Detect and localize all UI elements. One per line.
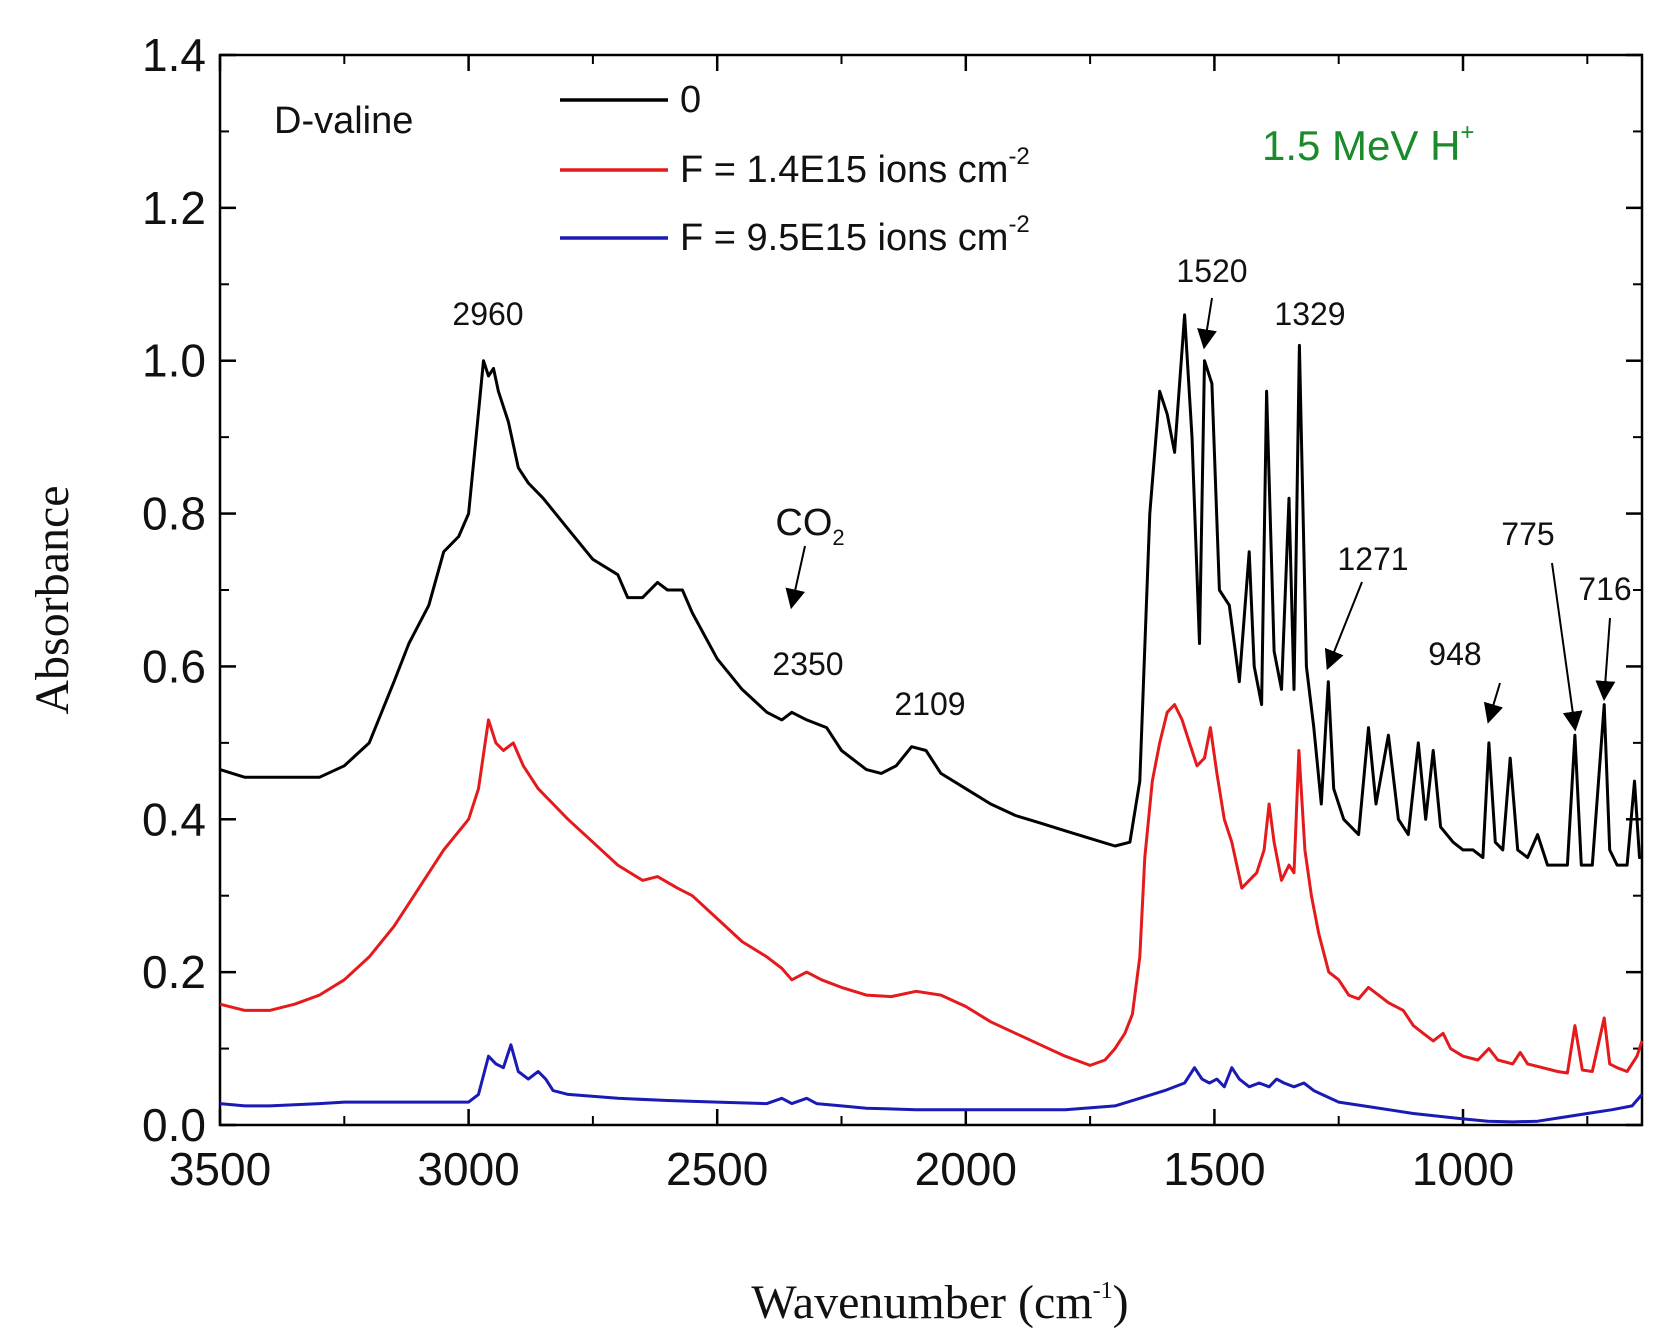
x-tick-label: 3500 [169, 1143, 271, 1195]
y-axis-title: Absorbance [26, 485, 79, 714]
axes-layer: 0.0 0.2 0.4 0.6 0.8 1.0 1.2 1.4 3500 3000 2500 2000… [142, 29, 1644, 1195]
annotation-label-6: 1271 [1337, 541, 1408, 577]
annotation-label-5: 2109 [894, 686, 965, 722]
annotations: 2960 1520 1329 CO2 2350 2109 1271 948 775 716 [452, 253, 1632, 732]
legend-label-0: 0 [680, 79, 701, 121]
annotation-label-2: 1329 [1274, 296, 1345, 332]
x-tick-label: 3000 [417, 1143, 519, 1195]
annotation-label-4: 2350 [772, 646, 843, 682]
series-line-0 [219, 313, 1642, 867]
x-tick-label: 1000 [1412, 1143, 1514, 1195]
x-tick-label: 1500 [1163, 1143, 1265, 1195]
y-tick-label: 1.2 [142, 182, 206, 234]
sample-label: D-valine [274, 100, 413, 142]
series-line-1 [219, 703, 1644, 1075]
x-tick-label: 2500 [666, 1143, 768, 1195]
legend-label-1: F = 1.4E15 ions cm-2 [680, 143, 1030, 191]
annotation-label-0: 2960 [452, 296, 523, 332]
annotation-arrow-3 [785, 545, 806, 610]
annotation-label-3: CO2 [775, 502, 844, 550]
annotation-label-9: 716 [1578, 571, 1631, 607]
annotation-arrow-7 [1483, 682, 1504, 724]
series-line-2 [219, 1043, 1644, 1124]
y-tick-label: 0.6 [142, 640, 206, 692]
annotation-arrow-1 [1197, 297, 1217, 350]
y-tick-label: 0.2 [142, 946, 206, 998]
annotation-arrow-6 [1324, 581, 1363, 671]
y-tick-label: 0.8 [142, 488, 206, 540]
beam-label: 1.5 MeV H+ [1262, 119, 1474, 169]
series-layer [219, 313, 1644, 1124]
annotation-label-1: 1520 [1176, 253, 1247, 289]
x-tick-label: 2000 [915, 1143, 1017, 1195]
legend: 0 F = 1.4E15 ions cm-2 F = 9.5E15 ions cm-… [560, 79, 1030, 259]
legend-label-2: F = 9.5E15 ions cm-2 [680, 211, 1030, 259]
annotation-label-8: 775 [1501, 516, 1554, 552]
annotation-arrow-8 [1551, 562, 1583, 732]
y-tick-label: 0.4 [142, 793, 206, 845]
x-axis-title: Wavenumber (cm-1) [751, 1276, 1128, 1329]
y-tick-label: 1.4 [142, 29, 206, 81]
annotation-arrow-9 [1595, 617, 1616, 701]
y-tick-label: 0.0 [142, 1099, 206, 1151]
y-tick-label: 1.0 [142, 335, 206, 387]
annotation-label-7: 948 [1428, 636, 1481, 672]
